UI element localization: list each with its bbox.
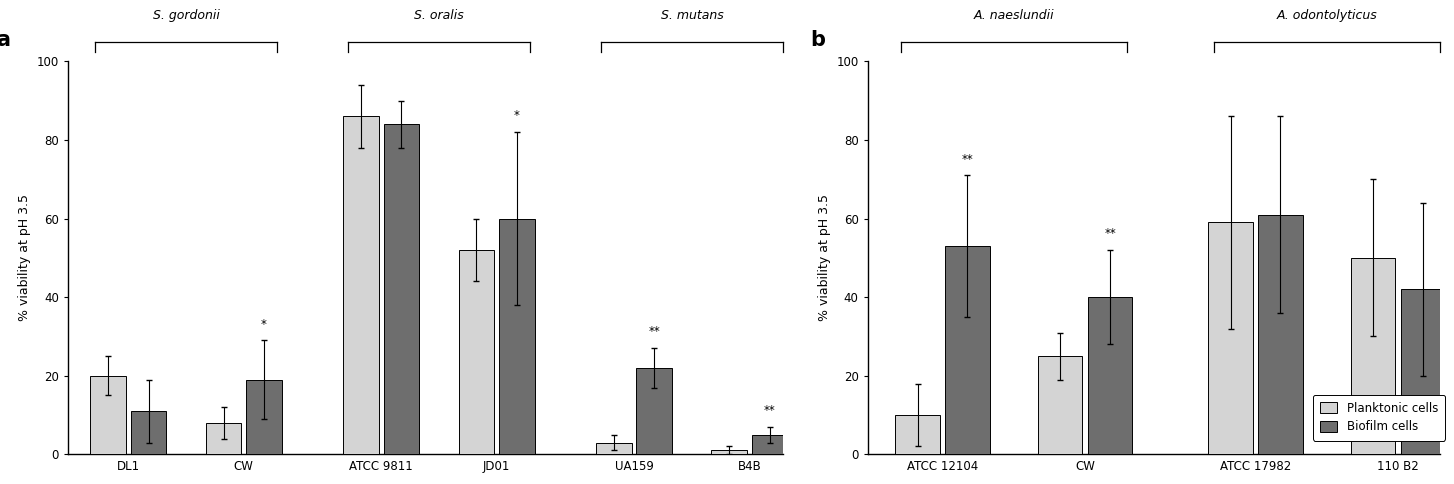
Bar — [205, 423, 241, 454]
Bar — [343, 116, 379, 454]
Text: S. gordonii: S. gordonii — [153, 9, 220, 22]
Bar — [90, 376, 126, 454]
Legend: Planktonic cells, Biofilm cells: Planktonic cells, Biofilm cells — [1313, 394, 1445, 440]
Bar — [711, 451, 747, 454]
Text: S. oralis: S. oralis — [414, 9, 464, 22]
Bar — [1351, 258, 1396, 454]
Bar — [384, 124, 419, 454]
Bar — [637, 368, 672, 454]
Text: a: a — [0, 30, 10, 50]
Text: *: * — [513, 109, 519, 122]
Bar — [896, 415, 939, 454]
Bar — [1258, 214, 1303, 454]
Y-axis label: % viability at pH 3.5: % viability at pH 3.5 — [19, 195, 31, 321]
Bar — [1208, 223, 1253, 454]
Text: **: ** — [763, 404, 775, 417]
Y-axis label: % viability at pH 3.5: % viability at pH 3.5 — [817, 195, 830, 321]
Text: **: ** — [961, 152, 973, 166]
Text: b: b — [810, 30, 826, 50]
Text: **: ** — [648, 325, 660, 338]
Bar — [458, 250, 494, 454]
Text: S. mutans: S. mutans — [660, 9, 723, 22]
Bar — [1400, 289, 1445, 454]
Bar — [945, 246, 990, 454]
Text: *: * — [260, 318, 266, 331]
Bar — [1088, 297, 1133, 454]
Bar — [596, 442, 632, 454]
Text: A. naeslundii: A. naeslundii — [974, 9, 1054, 22]
Bar — [1038, 356, 1082, 454]
Text: A. odontolyticus: A. odontolyticus — [1277, 9, 1377, 22]
Bar — [131, 411, 167, 454]
Bar — [499, 219, 535, 454]
Text: **: ** — [1104, 227, 1115, 240]
Bar — [246, 379, 282, 454]
Bar — [752, 435, 788, 454]
